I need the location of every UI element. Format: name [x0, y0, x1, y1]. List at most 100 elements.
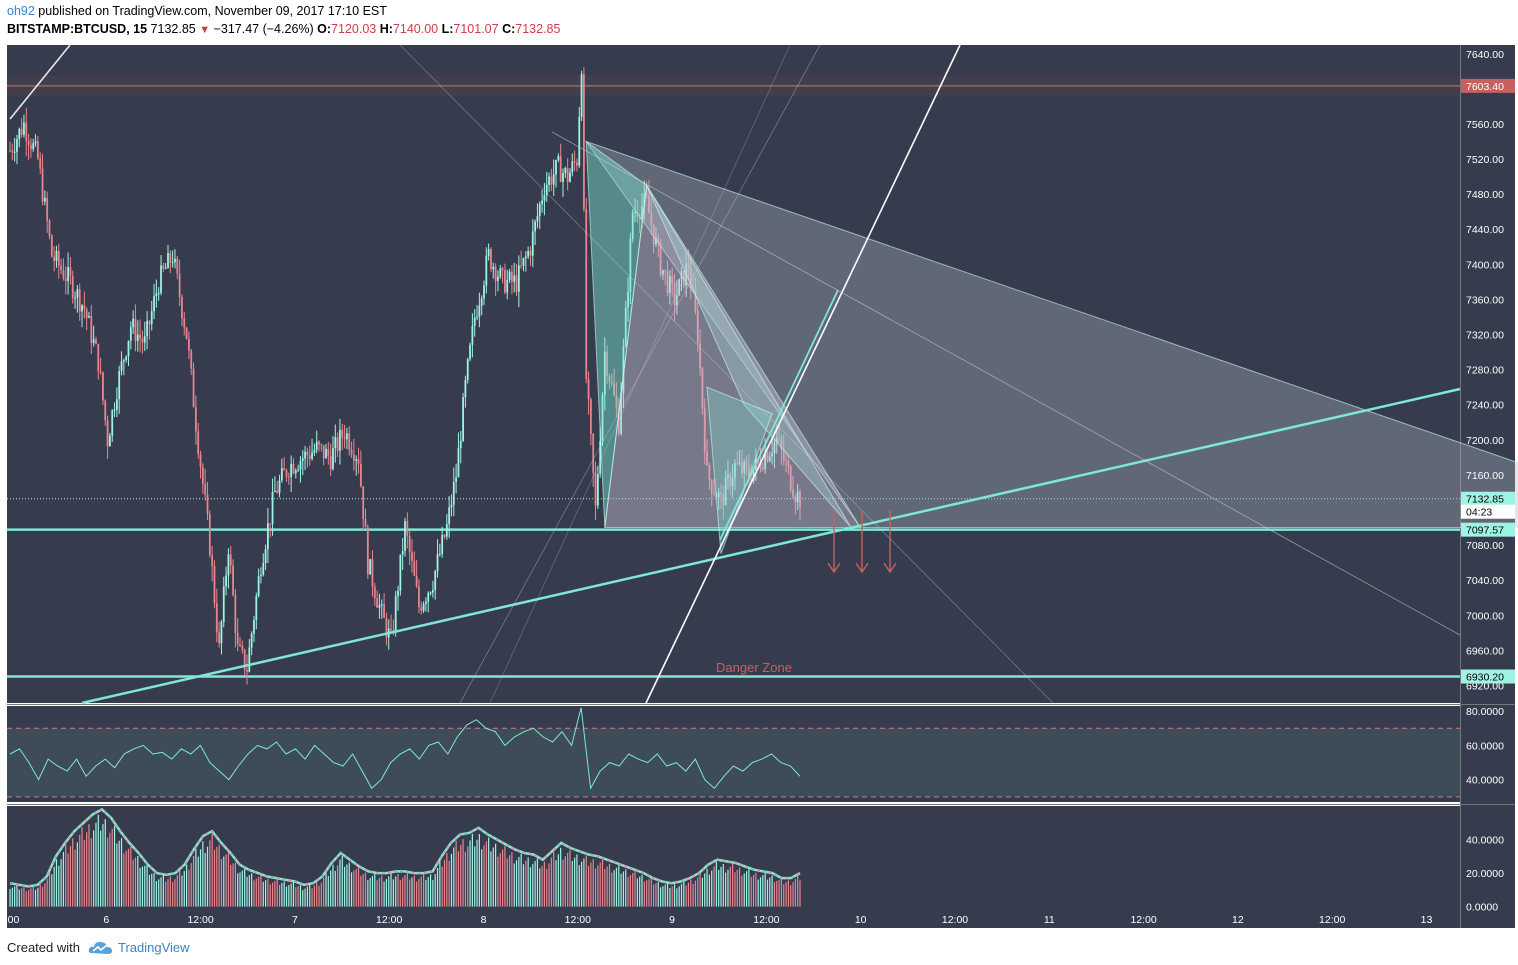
- candle: [559, 156, 562, 182]
- candle: [692, 287, 695, 290]
- created-with-label: Created with: [7, 940, 80, 955]
- harmonic-leg-drawing[interactable]: [604, 183, 862, 529]
- close-label: C:: [502, 22, 516, 36]
- candle: [192, 368, 195, 408]
- price-tick-label: 7560.00: [1466, 119, 1504, 131]
- candle: [773, 442, 776, 454]
- candle: [562, 172, 564, 182]
- faint-trendline[interactable]: [489, 44, 791, 704]
- candle: [208, 513, 211, 556]
- candle: [241, 645, 244, 650]
- candle: [57, 250, 60, 266]
- faint-trendline[interactable]: [551, 131, 1461, 636]
- volume-ma-line: [9, 807, 801, 888]
- candle: [655, 237, 657, 245]
- rsi-line[interactable]: [9, 707, 801, 790]
- candle: [327, 448, 330, 456]
- ascending-trendline[interactable]: [81, 387, 1461, 705]
- candle: [150, 311, 153, 325]
- candle: [366, 527, 369, 575]
- candle: [336, 437, 339, 451]
- candle: [297, 469, 300, 471]
- candle: [545, 184, 548, 196]
- candle: [148, 321, 151, 325]
- rsi-band: [7, 728, 1460, 797]
- open-label: O:: [317, 22, 332, 36]
- faint-trendline[interactable]: [459, 44, 821, 704]
- price-marker-label: 7097.57: [1466, 525, 1504, 537]
- candle: [373, 586, 376, 599]
- chart-area[interactable]: Danger Zone 7640.00 7560.00 7520.00 7480.00…: [0, 44, 1518, 932]
- candle: [185, 327, 188, 339]
- candle: [320, 444, 323, 446]
- faint-trendline[interactable]: [399, 44, 1054, 704]
- author-link[interactable]: oh92: [7, 4, 35, 18]
- volume-tick-label: 40.0000: [1466, 835, 1504, 847]
- candle: [20, 128, 23, 135]
- candle: [650, 212, 653, 225]
- candle: [747, 466, 750, 479]
- candle: [699, 343, 701, 369]
- candle: [283, 468, 286, 471]
- candle: [713, 493, 715, 495]
- candle: [155, 293, 158, 297]
- candle: [48, 220, 51, 236]
- candle: [220, 621, 223, 644]
- price-marker-support: [1461, 669, 1515, 684]
- candle: [457, 447, 460, 478]
- candle: [157, 292, 160, 294]
- candle: [750, 478, 753, 481]
- candle: [362, 486, 365, 519]
- candle: [668, 275, 671, 294]
- candle: [246, 669, 248, 672]
- candle: [631, 212, 634, 239]
- candle: [122, 359, 125, 362]
- candle: [120, 361, 123, 372]
- time-tick-label: 7: [292, 914, 298, 926]
- price-tick-label: 7280.00: [1466, 365, 1504, 377]
- trend-line[interactable]: [9, 44, 71, 120]
- candle: [232, 565, 234, 596]
- candle: [109, 435, 111, 447]
- candle: [494, 266, 497, 281]
- low-label: L:: [441, 22, 454, 36]
- price-chart[interactable]: Danger Zone 7640.00 7560.00 7520.00 7480.00…: [0, 44, 1518, 932]
- candle: [55, 250, 58, 262]
- time-tick-label: 6: [103, 914, 109, 926]
- steep-trendline[interactable]: [645, 44, 961, 704]
- channel-line[interactable]: [719, 289, 839, 541]
- candle: [620, 393, 622, 434]
- candle: [404, 521, 406, 552]
- volume-pane[interactable]: [7, 806, 1460, 910]
- candle: [780, 438, 783, 450]
- candle: [369, 559, 372, 575]
- candle: [696, 311, 699, 344]
- candle: [627, 291, 629, 308]
- big-triangle-drawing[interactable]: [584, 140, 1518, 529]
- tradingview-cloud-icon: [88, 941, 112, 954]
- candle: [720, 492, 722, 494]
- candle: [394, 596, 397, 631]
- candle: [485, 255, 488, 286]
- candle: [480, 298, 483, 306]
- time-axis: [7, 910, 1460, 928]
- candle: [183, 318, 186, 328]
- candle: [102, 372, 104, 401]
- candle: [727, 474, 729, 478]
- candle: [741, 462, 743, 474]
- candle: [476, 316, 478, 318]
- candle: [701, 368, 704, 409]
- candle: [243, 649, 246, 670]
- price-change: −317.47 (−4.26%): [213, 22, 314, 36]
- candle: [329, 455, 332, 470]
- price-pane[interactable]: [7, 45, 1460, 703]
- candle: [792, 489, 794, 497]
- candle: [490, 249, 492, 270]
- tradingview-link[interactable]: TradingView: [118, 940, 190, 955]
- candle: [383, 604, 385, 618]
- candle: [745, 461, 748, 467]
- candle: [99, 371, 102, 373]
- harmonic-leg-drawing[interactable]: [646, 185, 852, 528]
- candle: [764, 453, 767, 470]
- candle: [578, 116, 581, 166]
